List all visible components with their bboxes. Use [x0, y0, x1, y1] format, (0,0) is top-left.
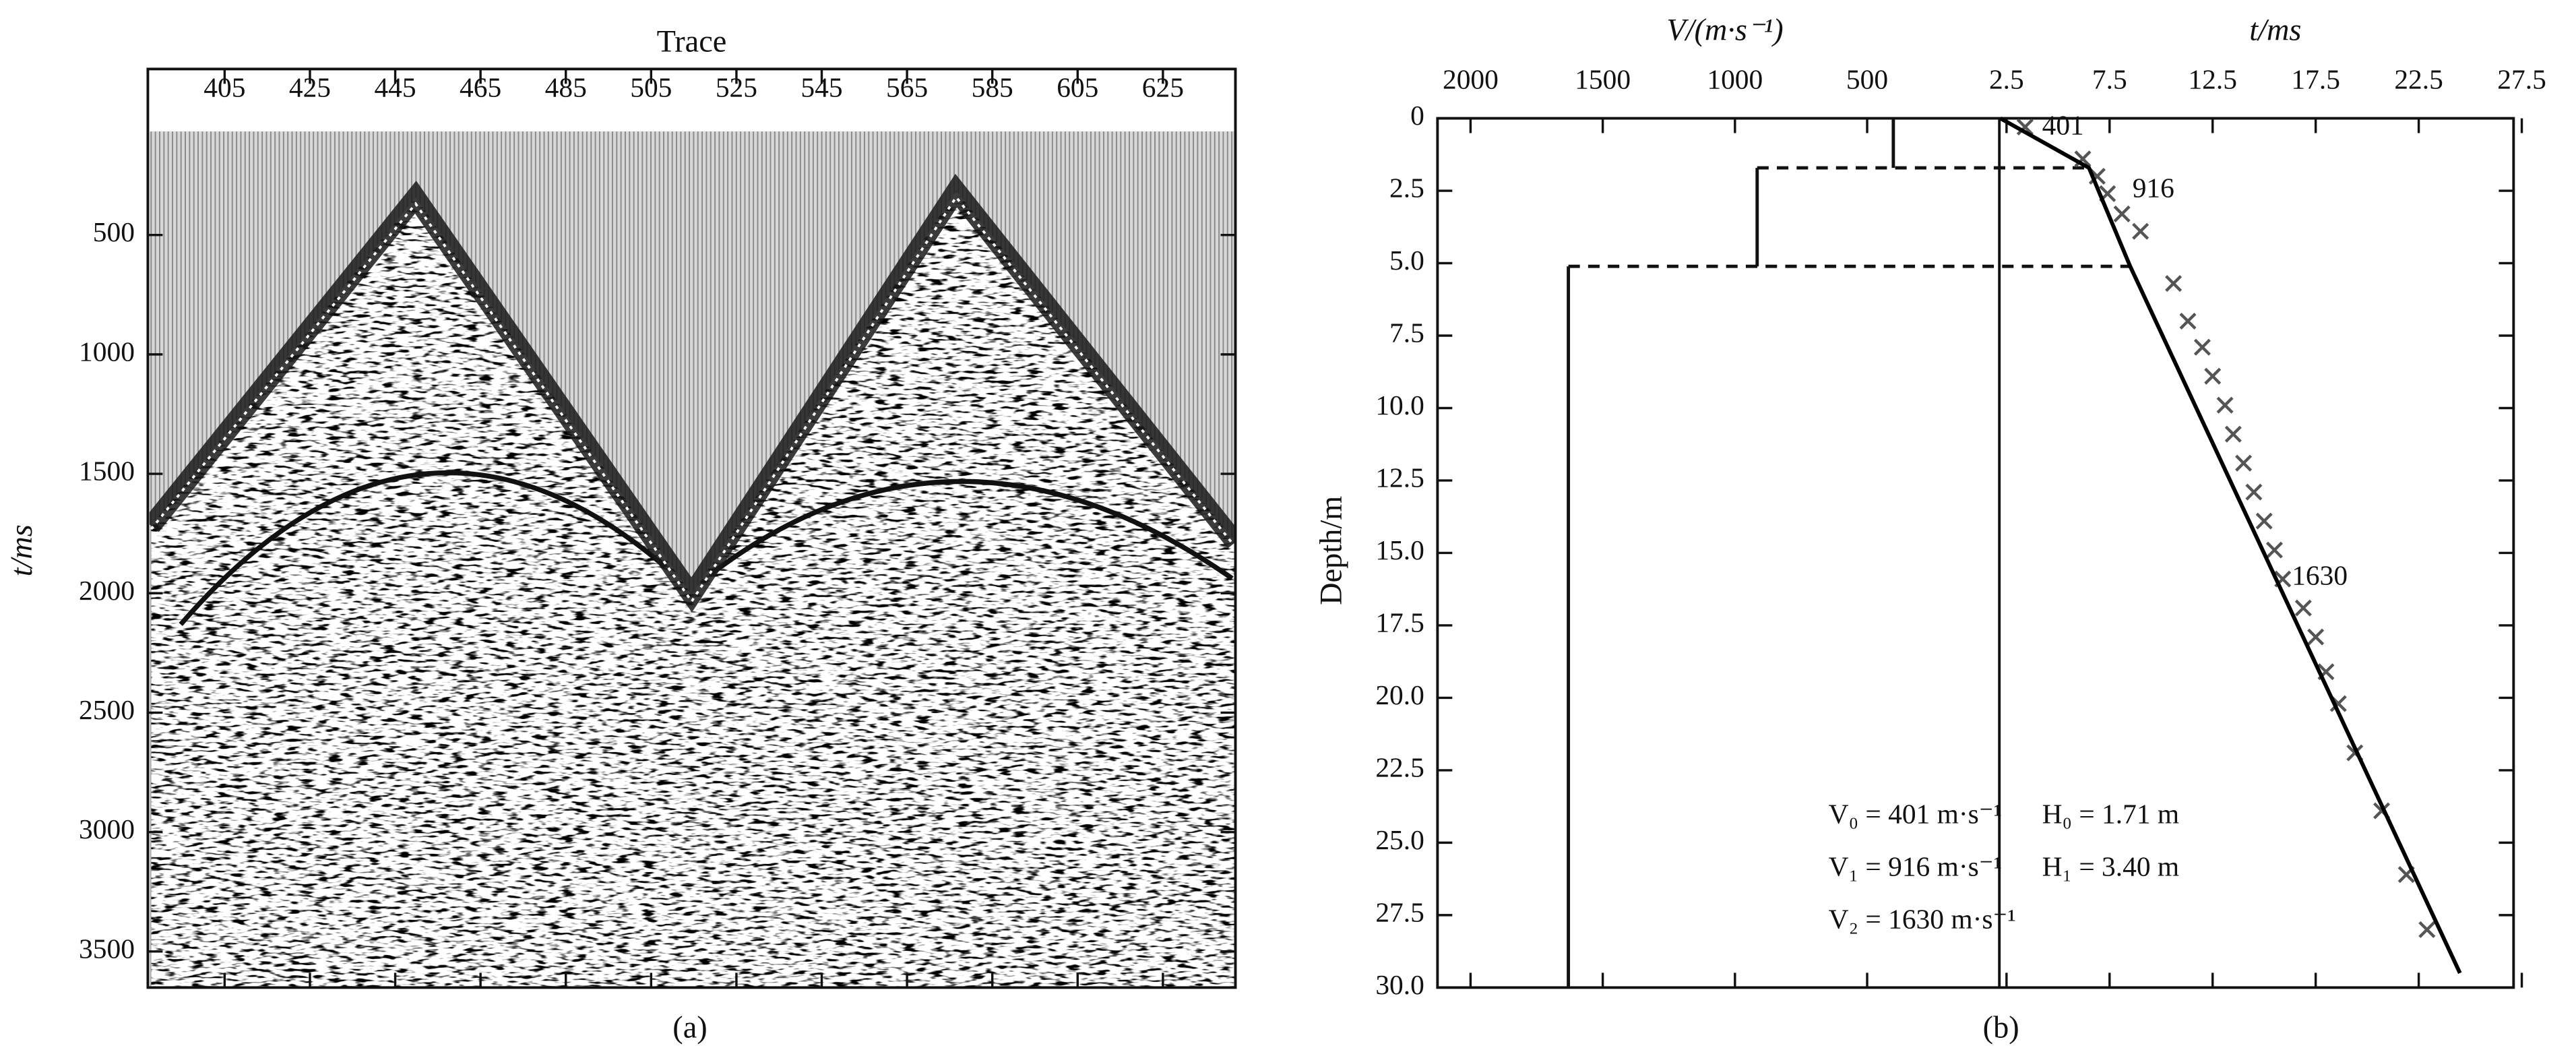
x2-axis-title: V/(m·s⁻¹): [1666, 13, 1783, 47]
data-point: [2193, 338, 2211, 356]
annotation: H₀ = 1.71 m: [2042, 798, 2180, 829]
y-tick-label: 10.0: [1375, 390, 1424, 421]
fit-line: [1999, 116, 2462, 975]
y-tick-label: 3500: [79, 933, 135, 964]
data-point: [2265, 541, 2284, 559]
annotation: V₁ = 916 m·s⁻¹: [1829, 851, 2002, 882]
y-tick-label: 2500: [79, 694, 135, 725]
y-tick-label: 500: [93, 216, 135, 247]
x-tick-label: 17.5: [2291, 63, 2340, 94]
data-point: [2132, 222, 2149, 240]
y-tick-label: 20.0: [1375, 679, 1424, 710]
y-axis-title: Depth/m: [1314, 496, 1348, 605]
y-tick-label: 0: [1410, 100, 1424, 131]
x-axis-title: t/ms: [2249, 13, 2301, 47]
caption: (a): [672, 1010, 707, 1045]
data-point: [2216, 396, 2234, 414]
data-point: [2255, 512, 2273, 530]
x-tick-label: 2.5: [1989, 63, 2024, 94]
data-point: [2204, 367, 2222, 385]
y-tick-label: 1500: [79, 456, 135, 487]
data-point: [2307, 628, 2325, 646]
y-axis-title: t/ms: [5, 524, 39, 576]
data-point: [2418, 921, 2436, 938]
x-tick-label: 12.5: [2188, 63, 2237, 94]
data-point: [2245, 483, 2263, 501]
frame-a: [146, 67, 1237, 989]
velocity-label: 1630: [2292, 560, 2348, 591]
seismic-image: [149, 131, 1236, 988]
x-tick-label: 22.5: [2394, 63, 2443, 94]
y-tick-label: 15.0: [1375, 534, 1424, 565]
data-point: [2235, 454, 2253, 472]
y-tick-label: 30.0: [1375, 969, 1424, 1000]
annotation: V₀ = 401 m·s⁻¹: [1829, 798, 2002, 829]
x-axis-title: Trace: [657, 24, 727, 59]
x-tick-label: 1500: [1575, 63, 1631, 94]
y-tick-label: 5.0: [1389, 245, 1424, 276]
x-tick-label: 1000: [1707, 63, 1763, 94]
y-tick-label: 12.5: [1375, 462, 1424, 493]
y-tick-label: 2.5: [1389, 173, 1424, 204]
velocity-label: 401: [2042, 110, 2084, 141]
y-tick-label: 3000: [79, 813, 135, 844]
caption: (b): [1983, 1010, 2019, 1045]
x-tick-label: 2000: [1443, 63, 1499, 94]
x-tick-label: 7.5: [2092, 63, 2127, 94]
data-point: [2016, 118, 2034, 135]
y-tick-label: 1000: [79, 336, 135, 367]
data-point: [2113, 205, 2131, 222]
annotation: V₂ = 1630 m·s⁻¹: [1829, 903, 2016, 934]
annotation: H₁ = 3.40 m: [2042, 851, 2180, 882]
data-point: [2179, 312, 2197, 330]
y-tick-label: 25.0: [1375, 824, 1424, 855]
x-tick-label: 500: [1846, 63, 1888, 94]
y-tick-label: 7.5: [1389, 317, 1424, 348]
y-tick-label: 27.5: [1375, 896, 1424, 927]
x-tick-label: 27.5: [2497, 63, 2546, 94]
velocity-label: 916: [2133, 172, 2174, 203]
data-point: [2224, 425, 2242, 443]
y-tick-label: 22.5: [1375, 751, 1424, 782]
data-point: [2294, 599, 2312, 617]
y-tick-label: 17.5: [1375, 607, 1424, 638]
data-point: [2165, 275, 2182, 292]
y-tick-label: 2000: [79, 575, 135, 606]
